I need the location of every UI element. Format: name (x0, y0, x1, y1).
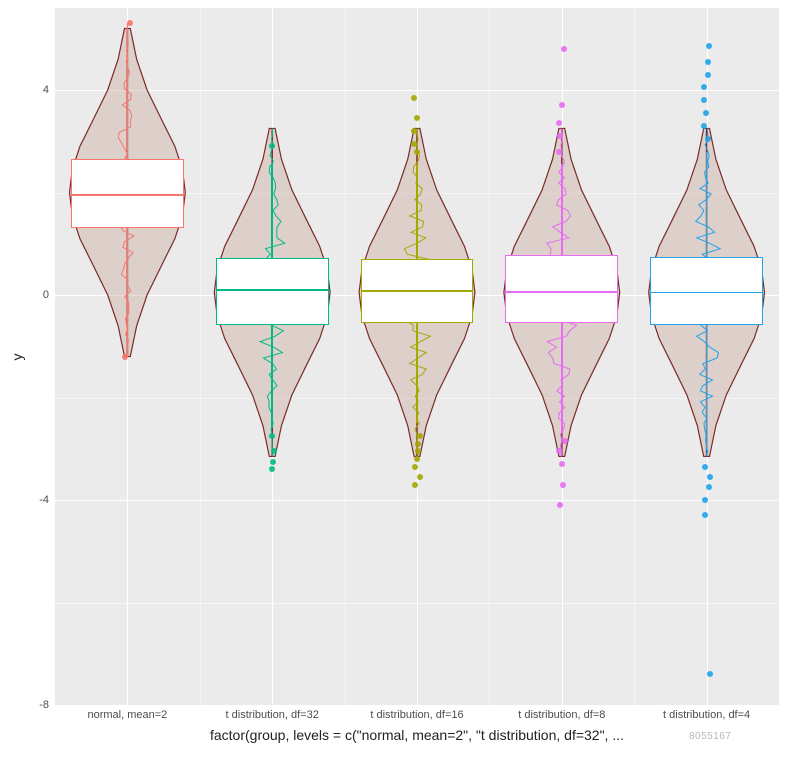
median-normal-mean2 (71, 194, 184, 196)
grid-line-major (55, 705, 779, 706)
watermark-text: 8055167 (689, 731, 731, 742)
outlier-point (701, 123, 707, 129)
x-tick-label: normal, mean=2 (87, 709, 167, 721)
outlier-point (559, 461, 565, 467)
median-t-df16 (361, 290, 474, 292)
outlier-point (560, 482, 566, 488)
outlier-point (707, 474, 713, 480)
chart-container: -8 -4 0 4 normal, mean=2 t distribution, df=3… (0, 0, 786, 762)
outlier-point (411, 95, 417, 101)
outlier-point (414, 149, 420, 155)
whisker-high (416, 164, 418, 259)
outlier-point (557, 502, 563, 508)
outlier-point (412, 464, 418, 470)
x-tick-label: t distribution, df=32 (226, 709, 319, 721)
outlier-point (415, 448, 421, 454)
whisker-low (561, 323, 563, 433)
outlier-point (705, 59, 711, 65)
outlier-point (414, 115, 420, 121)
whisker-low (706, 325, 708, 452)
outlier-point (271, 448, 277, 454)
y-tick-label: -4 (19, 494, 49, 506)
y-tick-label: 0 (19, 289, 49, 301)
outlier-point (701, 84, 707, 90)
outlier-point (415, 441, 421, 447)
box-t-df32 (216, 258, 329, 325)
outlier-point (705, 72, 711, 78)
x-tick-label: t distribution, df=8 (518, 709, 605, 721)
outlier-point (701, 97, 707, 103)
outlier-point (702, 497, 708, 503)
outlier-point (556, 120, 562, 126)
outlier-point (557, 133, 563, 139)
outlier-point (706, 43, 712, 49)
outlier-point (411, 128, 417, 134)
outlier-point (269, 433, 275, 439)
plot-panel: -8-404normal, mean=2t distribution, df=3… (55, 8, 779, 705)
median-t-df32 (216, 289, 329, 291)
outlier-point (559, 102, 565, 108)
outlier-point (556, 448, 562, 454)
x-axis-label: factor(group, levels = c("normal, mean=2… (210, 727, 624, 743)
outlier-point (562, 438, 568, 444)
whisker-high (271, 164, 273, 258)
outlier-point (269, 466, 275, 472)
y-tick-label: 4 (19, 84, 49, 96)
whisker-high (706, 152, 708, 257)
outlier-point (269, 143, 275, 149)
median-t-df8 (505, 291, 618, 293)
whisker-high (127, 23, 129, 159)
outlier-point (122, 354, 128, 360)
whisker-low (416, 323, 418, 423)
outlier-point (703, 110, 709, 116)
box-t-df8 (505, 255, 618, 323)
outlier-point (411, 141, 417, 147)
whisker-low (271, 325, 273, 429)
outlier-point (270, 459, 276, 465)
outlier-point (707, 671, 713, 677)
outlier-point (412, 482, 418, 488)
whisker-low (127, 228, 129, 356)
outlier-point (417, 433, 423, 439)
outlier-point (127, 20, 133, 26)
outlier-point (556, 149, 562, 155)
outlier-point (417, 474, 423, 480)
outlier-point (702, 464, 708, 470)
y-tick-label: -8 (19, 699, 49, 711)
x-tick-label: t distribution, df=4 (663, 709, 750, 721)
box-t-df4 (650, 257, 763, 325)
x-tick-label: t distribution, df=16 (370, 709, 463, 721)
y-axis-label: y (9, 353, 25, 360)
outlier-point (414, 456, 420, 462)
outlier-point (705, 136, 711, 142)
whisker-high (561, 164, 563, 255)
outlier-point (561, 46, 567, 52)
outlier-point (702, 512, 708, 518)
median-t-df4 (650, 292, 763, 294)
outlier-point (706, 484, 712, 490)
